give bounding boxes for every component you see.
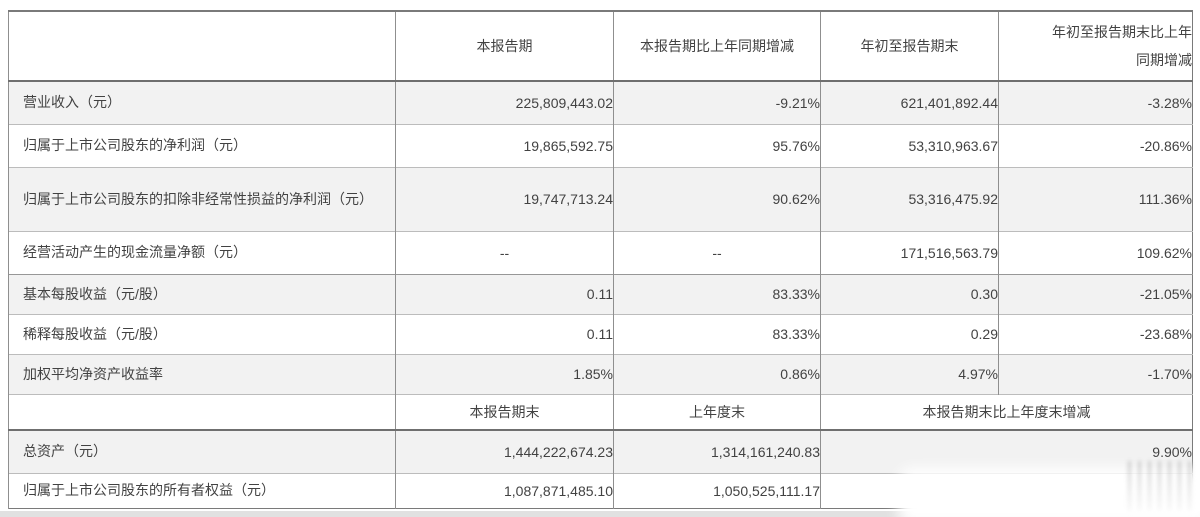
cell-ytd: 621,401,892.44 [820, 80, 999, 124]
cell-ytd: 53,316,475.92 [820, 166, 999, 231]
row-label: 经营活动产生的现金流量净额（元） [8, 230, 396, 274]
bottom-divider-strip [0, 511, 1200, 517]
cell-ytd-yoy-change: -20.86% [998, 123, 1193, 167]
header-blank-cell [8, 10, 396, 82]
cell-ytd-yoy-change: -3.28% [998, 80, 1193, 124]
row-label: 加权平均净资产收益率 [8, 353, 396, 394]
cell-end-of-prev-year: 1,314,161,240.83 [613, 429, 821, 473]
header-row-period-end: 本报告期末 上年度末 本报告期末比上年度末增减 [8, 393, 1193, 431]
cell-ytd: 171,516,563.79 [820, 230, 999, 274]
row-label: 基本每股收益（元/股） [8, 273, 396, 314]
header-row-period: 本报告期 本报告期比上年同期增减 年初至报告期末 年初至报告期末比上年 同期增减 [8, 10, 1193, 82]
header-current-period: 本报告期 [395, 10, 614, 82]
row-operating-cash-flow: 经营活动产生的现金流量净额（元） -- -- 171,516,563.79 10… [8, 230, 1193, 274]
header-end-of-period: 本报告期末 [395, 393, 614, 431]
cell-ytd-yoy-change: 109.62% [998, 230, 1193, 274]
cell-ytd-yoy-change: -1.70% [998, 353, 1193, 394]
cell-yoy-change: 83.33% [613, 273, 821, 314]
cell-ytd-yoy-change: -23.68% [998, 313, 1193, 354]
cell-current-period: 0.11 [395, 273, 614, 314]
cell-ytd: 0.30 [820, 273, 999, 314]
row-label: 总资产（元） [8, 429, 396, 473]
cell-yoy-change: 0.86% [613, 353, 821, 394]
header-ytd-yoy-change-line1: 年初至报告期末比上年 [1052, 24, 1192, 40]
cell-yoy-change: 95.76% [613, 123, 821, 167]
header-ytd: 年初至报告期末 [820, 10, 999, 82]
header-blank-cell [8, 393, 396, 431]
row-label: 营业收入（元） [8, 80, 396, 124]
cell-current-period: 19,865,592.75 [395, 123, 614, 167]
header-ytd-yoy-change: 年初至报告期末比上年 同期增减 [998, 10, 1193, 82]
cell-end-of-period: 1,444,222,674.23 [395, 429, 614, 473]
row-label: 归属于上市公司股东的扣除非经常性损益的净利润（元） [8, 166, 396, 231]
row-diluted-eps: 稀释每股收益（元/股） 0.11 83.33% 0.29 -23.68% [8, 313, 1193, 354]
cell-yoy-change: -- [613, 230, 821, 274]
cell-current-period: 225,809,443.02 [395, 80, 614, 124]
row-label: 归属于上市公司股东的所有者权益（元） [8, 472, 396, 508]
row-net-profit-excl-nonrecurring: 归属于上市公司股东的扣除非经常性损益的净利润（元） 19,747,713.24 … [8, 166, 1193, 231]
header-ytd-yoy-change-line2: 同期增减 [1136, 52, 1192, 68]
cell-ytd: 0.29 [820, 313, 999, 354]
header-yoy-change: 本报告期比上年同期增减 [613, 10, 821, 82]
row-basic-eps: 基本每股收益（元/股） 0.11 83.33% 0.30 -21.05% [8, 273, 1193, 314]
row-weighted-avg-roe: 加权平均净资产收益率 1.85% 0.86% 4.97% -1.70% [8, 353, 1193, 394]
row-operating-revenue: 营业收入（元） 225,809,443.02 -9.21% 621,401,89… [8, 80, 1193, 124]
cell-current-period: 0.11 [395, 313, 614, 354]
cell-ytd-yoy-change: 111.36% [998, 166, 1193, 231]
cell-current-period: 19,747,713.24 [395, 166, 614, 231]
cell-yoy-change: 83.33% [613, 313, 821, 354]
cell-yoy-change: -9.21% [613, 80, 821, 124]
cell-current-period: 1.85% [395, 353, 614, 394]
cell-yoy-change: 90.62% [613, 166, 821, 231]
row-label: 稀释每股收益（元/股） [8, 313, 396, 354]
cell-current-period: -- [395, 230, 614, 274]
row-net-profit-attributable: 归属于上市公司股东的净利润（元） 19,865,592.75 95.76% 53… [8, 123, 1193, 167]
cell-ytd: 53,310,963.67 [820, 123, 999, 167]
row-total-assets: 总资产（元） 1,444,222,674.23 1,314,161,240.83… [8, 429, 1193, 473]
watermark-streaks [1128, 461, 1192, 511]
cell-end-of-period: 1,087,871,485.10 [395, 472, 614, 508]
header-end-of-prev-year: 上年度末 [613, 393, 821, 431]
header-period-end-change: 本报告期末比上年度末增减 [820, 393, 1193, 431]
cell-ytd-yoy-change: -21.05% [998, 273, 1193, 314]
cell-end-of-prev-year: 1,050,525,111.17 [613, 472, 821, 508]
cell-ytd: 4.97% [820, 353, 999, 394]
row-label: 归属于上市公司股东的净利润（元） [8, 123, 396, 167]
financial-summary-table: 本报告期 本报告期比上年同期增减 年初至报告期末 年初至报告期末比上年 同期增减… [8, 10, 1193, 509]
